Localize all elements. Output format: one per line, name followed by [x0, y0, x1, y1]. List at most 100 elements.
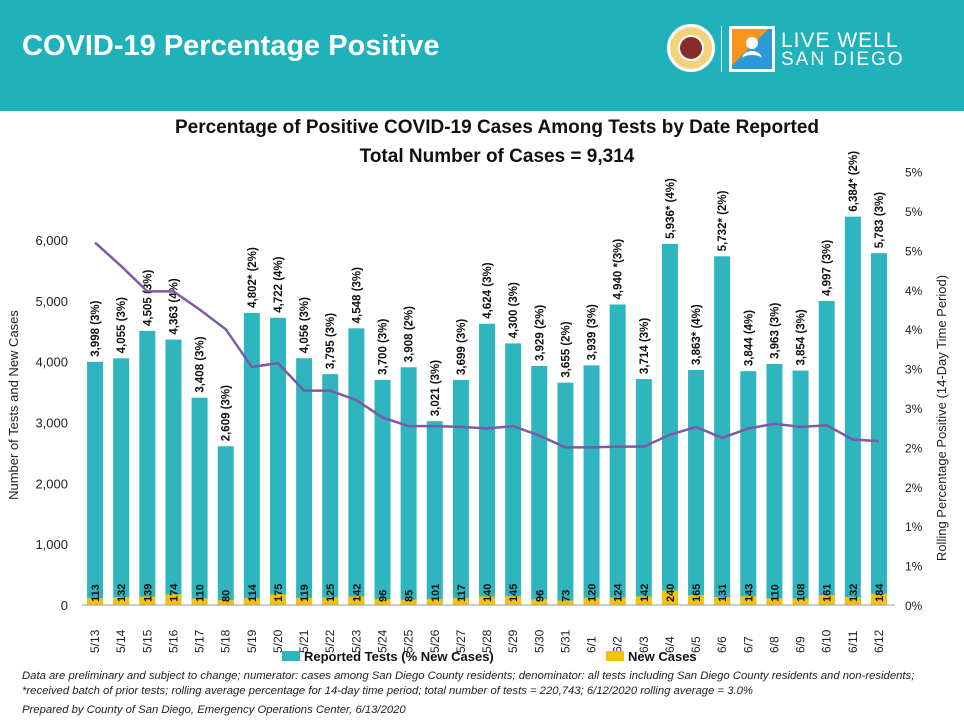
cases-bar — [374, 599, 391, 605]
tests-data-label: 5,936* (4%) — [665, 178, 677, 239]
cases-data-label: 73 — [560, 590, 572, 602]
figure-head — [746, 37, 758, 49]
cases-bar — [452, 597, 469, 605]
cases-data-label: 120 — [587, 584, 599, 602]
tests-data-label: 4,056 (3%) — [299, 297, 311, 353]
x-tick-label: 6/3 — [637, 636, 651, 653]
y2-axis-label: Rolling Percentage Positive (14-Day Time… — [934, 275, 949, 561]
tests-bar — [400, 367, 417, 605]
tests-data-label: 4,055 (3%) — [116, 297, 128, 353]
y-tick-label: 4,000 — [35, 355, 68, 370]
tests-data-label: 3,700 (3%) — [377, 318, 389, 374]
cases-data-label: 174 — [168, 583, 180, 602]
cases-bar — [505, 596, 522, 605]
x-tick-label: 5/16 — [166, 629, 180, 653]
tests-data-label: 4,802* (2%) — [247, 247, 259, 308]
tests-data-label: 3,655 (2%) — [560, 321, 572, 377]
cases-bar — [87, 598, 104, 605]
tests-data-label: 4,722 (4%) — [273, 256, 285, 312]
legend-swatch-cases — [606, 651, 624, 661]
tests-bar — [426, 421, 443, 605]
x-tick-label: 5/22 — [323, 629, 337, 653]
cases-bar — [426, 598, 443, 605]
tests-bar — [217, 446, 234, 605]
header-banner: COVID-19 Percentage Positive LIVE WELL S… — [0, 0, 964, 111]
cases-bar — [661, 590, 678, 605]
cases-bar — [400, 599, 417, 605]
live-well-figure-icon — [732, 29, 772, 69]
tests-bar — [583, 365, 600, 605]
cases-bar — [479, 596, 496, 605]
y-tick-label: 5,000 — [35, 294, 68, 309]
y-tick-label: 3,000 — [35, 416, 68, 431]
cases-data-label: 143 — [743, 584, 755, 602]
cases-bar — [766, 598, 783, 605]
y-tick-label: 2,000 — [35, 476, 68, 491]
cases-data-label: 142 — [639, 584, 651, 602]
cases-bar — [113, 596, 130, 605]
x-tick-label: 6/9 — [794, 636, 808, 653]
x-tick-label: 5/23 — [349, 629, 363, 653]
y2-tick-label: 5% — [905, 166, 923, 180]
bars-layer: 3,998 (3%) 113 4,055 (3%) 132 4,505 (3%) 139 4… — [87, 151, 887, 606]
legend-label-tests: Reported Tests (% New Cases) — [304, 649, 494, 664]
x-tick-label: 6/7 — [741, 636, 755, 653]
tests-bar — [609, 304, 626, 605]
x-tick-label: 5/24 — [375, 629, 389, 653]
x-tick-label: 6/6 — [715, 636, 729, 653]
cases-data-label: 85 — [404, 590, 416, 602]
x-tick-label: 5/14 — [114, 629, 128, 653]
cases-data-label: 124 — [613, 583, 625, 602]
tests-data-label: 4,624 (3%) — [482, 262, 494, 318]
footnote: Data are preliminary and subject to chan… — [22, 670, 915, 697]
y-tick-label: 0 — [61, 598, 68, 613]
tests-data-label: 5,783 (3%) — [874, 192, 886, 248]
cases-data-label: 240 — [665, 584, 677, 602]
page-title: COVID-19 Percentage Positive — [22, 30, 440, 62]
cases-data-label: 175 — [273, 584, 285, 602]
x-tick-label: 6/12 — [872, 629, 886, 653]
cases-bar — [243, 598, 260, 605]
cases-bar — [348, 596, 365, 605]
cases-bar — [714, 597, 731, 605]
cases-data-label: 114 — [247, 583, 259, 602]
x-tick-label: 5/26 — [428, 629, 442, 653]
tests-bar — [714, 256, 731, 605]
cases-bar — [609, 597, 626, 605]
tests-bar — [870, 253, 887, 605]
y-tick-label: 1,000 — [35, 537, 68, 552]
cases-bar — [322, 597, 339, 605]
cases-bar — [557, 600, 574, 605]
x-tick-label: 5/18 — [219, 629, 233, 653]
tests-bar — [191, 397, 208, 605]
tests-data-label: 4,363 (4%) — [168, 278, 180, 334]
legend-label-cases: New Cases — [628, 649, 697, 664]
cases-data-label: 96 — [534, 590, 546, 602]
cases-data-label: 139 — [142, 584, 154, 602]
cases-bar — [792, 598, 809, 605]
cases-data-label: 119 — [299, 584, 311, 602]
cases-data-label: 101 — [430, 584, 442, 602]
y2-tick-label: 2% — [905, 441, 923, 455]
tests-data-label: 3,863* (4%) — [691, 304, 703, 365]
y-tick-label: 6,000 — [35, 233, 68, 248]
tests-data-label: 4,548 (3%) — [351, 267, 363, 323]
y2-tick-label: 3% — [905, 402, 923, 416]
cases-bar — [844, 596, 861, 605]
cases-data-label: 108 — [796, 584, 808, 602]
x-tick-label: 5/20 — [271, 629, 285, 653]
y2-tick-label: 1% — [905, 560, 923, 574]
tests-bar — [818, 301, 835, 605]
tests-bar — [322, 374, 339, 605]
cases-data-label: 96 — [377, 590, 389, 602]
tests-data-label: 2,609 (3%) — [221, 385, 233, 441]
cases-data-label: 142 — [351, 584, 363, 602]
cases-bar — [269, 594, 286, 605]
tests-bar — [505, 343, 522, 605]
tests-data-label: 5,732* (2%) — [717, 190, 729, 251]
cases-data-label: 110 — [769, 584, 781, 602]
cases-bar — [139, 596, 156, 605]
cases-bar — [688, 594, 705, 605]
cases-data-label: 80 — [221, 590, 233, 602]
cases-bar — [296, 597, 313, 605]
